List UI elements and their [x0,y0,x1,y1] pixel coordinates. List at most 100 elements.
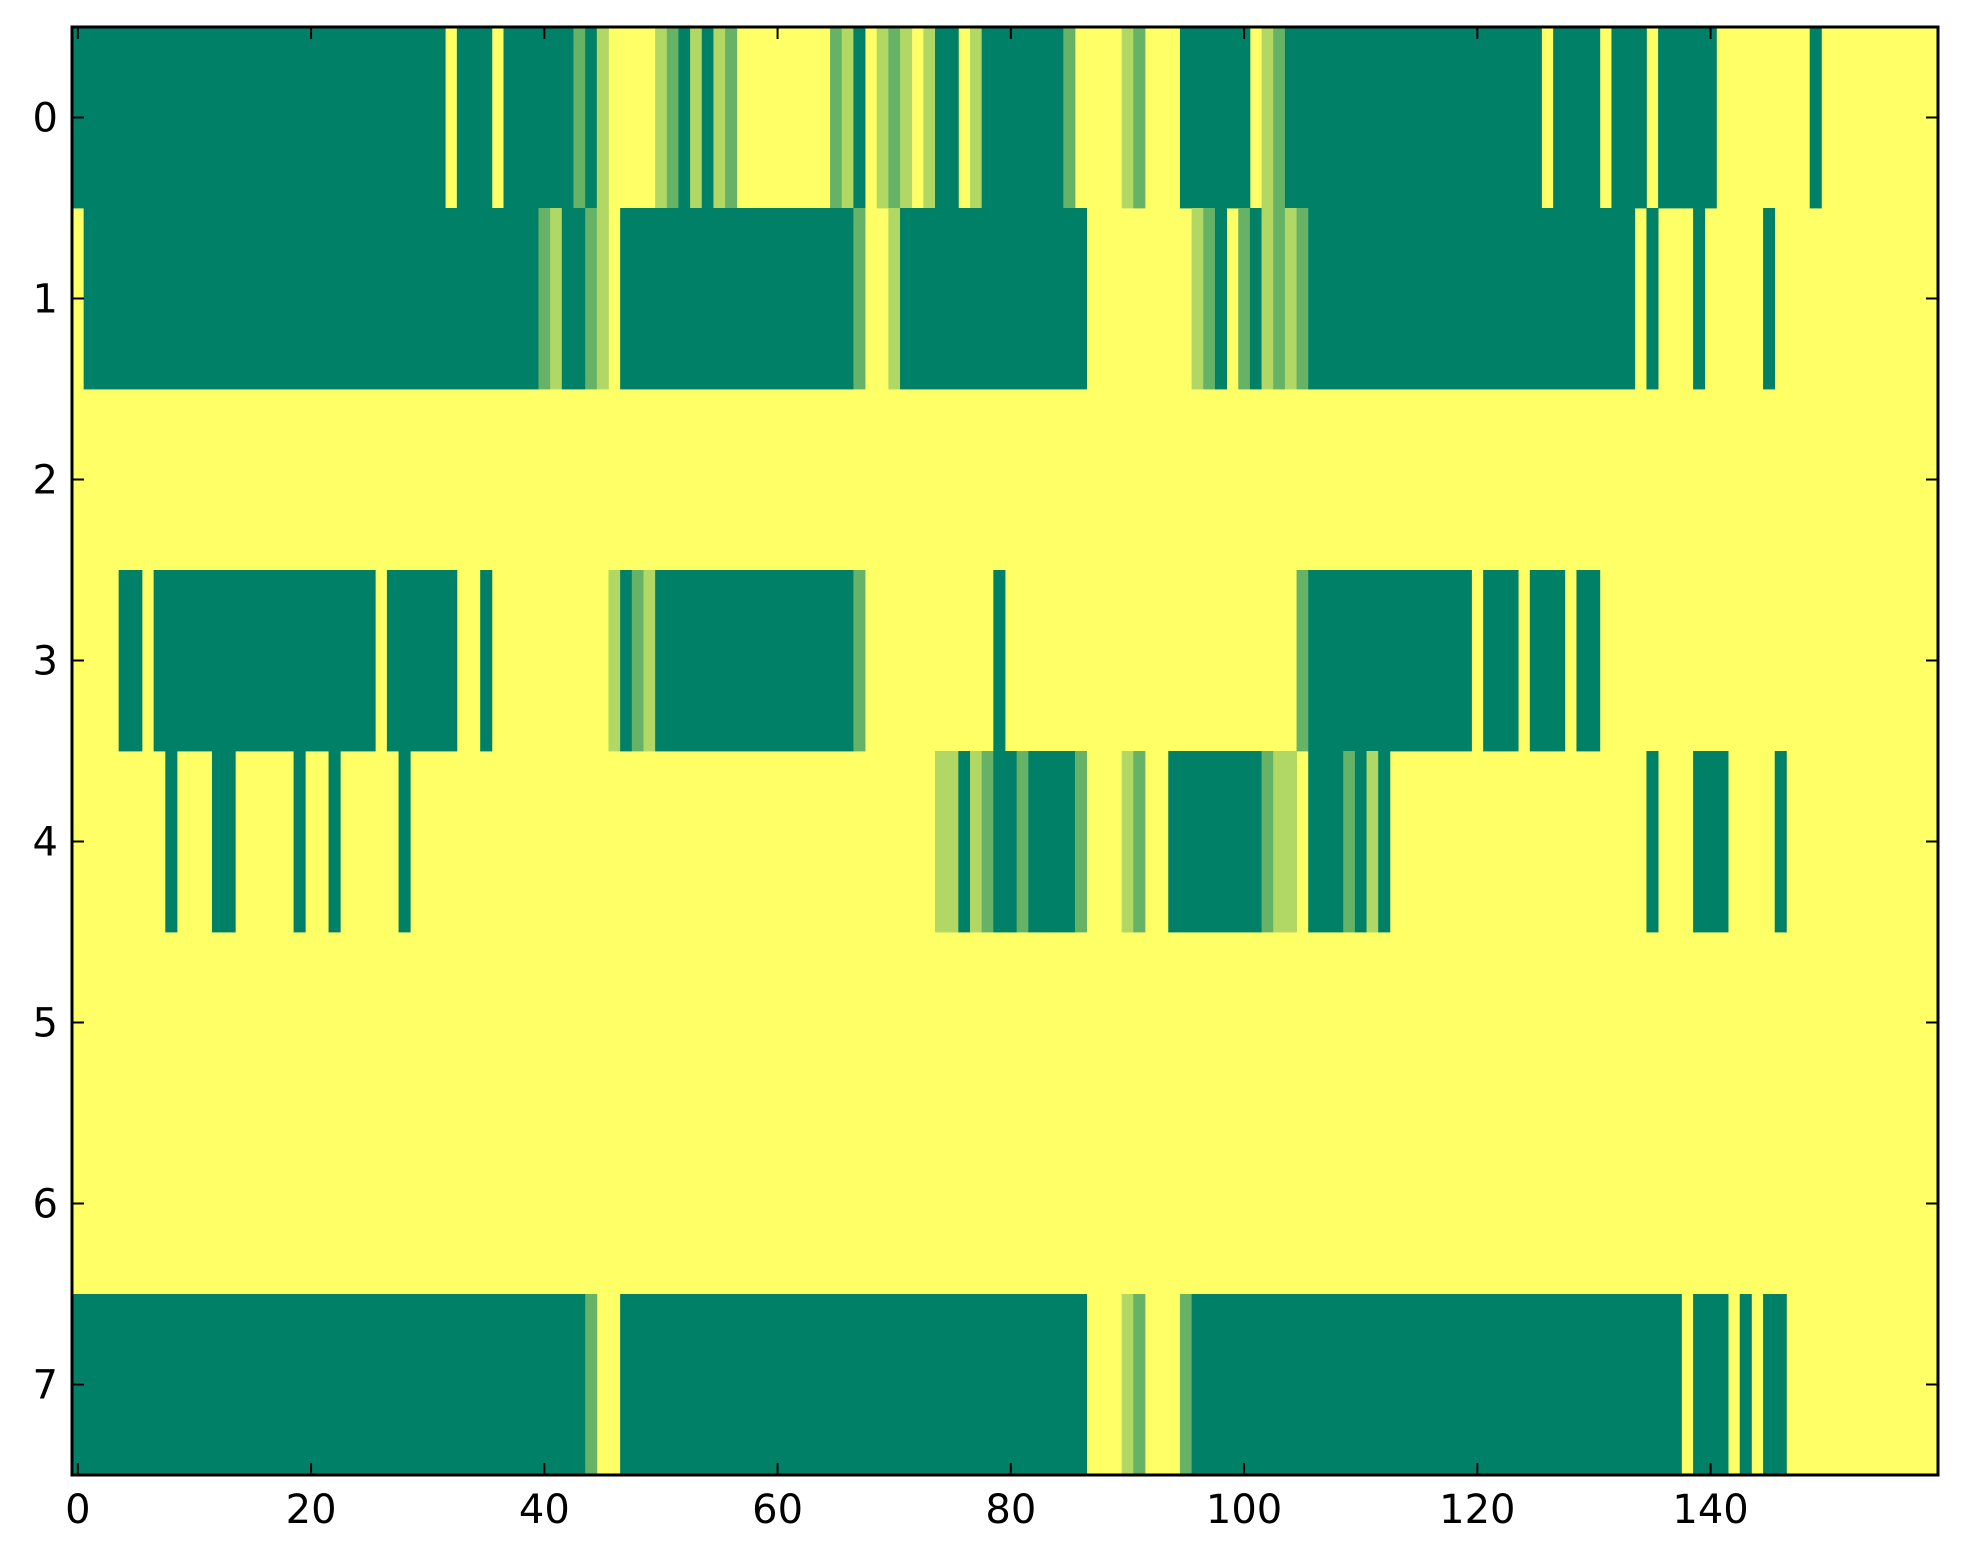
heatmap-cell-run [1214,208,1227,390]
y-tick-label: 7 [33,1363,58,1409]
heatmap-cell-run [1693,1294,1729,1476]
heatmap-cell-run [608,570,621,752]
heatmap-cell-run [830,27,843,209]
x-tick-label: 20 [286,1487,337,1533]
heatmap-cell-run [1028,751,1041,933]
heatmap-cell-run [398,751,411,933]
heatmap-cell-run [725,27,738,209]
y-tick-label: 2 [33,458,58,504]
heatmap-cell-run [1646,208,1659,390]
heatmap-cell-run [1553,27,1601,209]
heatmap-cell-run [1308,751,1344,933]
heatmap-cell-run [1261,208,1274,390]
heatmap-cell-run [1354,751,1367,933]
heatmap-cell-run [503,27,574,209]
heatmap-cell-run [1296,208,1309,390]
heatmap-cell-run [900,27,913,209]
heatmap-cell-run [900,208,1088,390]
heatmap-cell-run [876,27,889,209]
heatmap-cell-run [958,751,971,933]
heatmap-cell-run [923,27,936,209]
heatmap-cell-run [1179,751,1262,933]
heatmap-cell-run [1366,751,1379,933]
heatmap-cell-run [1763,208,1776,390]
heatmap-cell-run [1121,1294,1134,1476]
y-tick-label: 5 [33,1001,58,1047]
heatmap-cell-run [550,208,563,390]
heatmap-cell-run [643,570,656,752]
heatmap-cell-run [293,751,306,933]
heatmap-cell-run [1063,27,1076,209]
heatmap-cell-run [1249,208,1262,390]
heatmap-cell-run [1133,1294,1146,1476]
x-tick-label: 100 [1206,1487,1282,1533]
heatmap-cell-run [328,751,341,933]
heatmap-cell-run [1133,751,1146,933]
heatmap-cell-run [118,570,143,752]
y-tick-label: 6 [33,1182,58,1228]
heatmap-cell-run [666,27,679,209]
heatmap-cell-run [1238,208,1251,390]
heatmap-cell-run [585,208,598,390]
heatmap-cell-run [1611,27,1647,209]
heatmap-cell-run [1576,570,1601,752]
heatmap-cell-run [1074,751,1088,933]
heatmap-cell-run [1016,751,1029,933]
x-tick-label: 0 [65,1487,90,1533]
heatmap-cell-run [935,27,959,209]
heatmap-cell-run [620,208,854,390]
heatmap-cell-run [713,27,726,209]
heatmap-cell-run [386,570,458,752]
heatmap-cell-run [888,208,901,390]
heatmap-cell-run [1133,27,1146,209]
heatmap-cell-run [993,751,1018,933]
heatmap-cell-run [981,27,1064,209]
y-tick-label: 3 [33,639,58,685]
heatmap-cell-run [1529,570,1566,752]
heatmap-cell-run [1308,208,1636,390]
heatmap-cell-run [970,751,983,933]
heatmap-cell-run [690,27,703,209]
heatmap-cell-run [1284,27,1542,209]
heatmap-cell-run [1284,208,1297,390]
heatmap-cell-run [1261,751,1274,933]
heatmap-cell-run [573,27,586,209]
heatmap-cell-run [1378,751,1391,933]
x-tick-label: 120 [1439,1487,1515,1533]
heatmap-cell-run [1261,27,1274,209]
heatmap-cell-run [480,570,493,752]
heatmap-cell-run [456,27,493,209]
heatmap-cell-run [211,751,236,933]
heatmap-cell-run [853,570,866,752]
heatmap-cell-run [701,27,714,209]
heatmap-cell-run [888,27,901,209]
heatmap-cell-run [165,751,178,933]
heatmap-cell-run [1646,751,1659,933]
heatmap-cell-run [1273,751,1297,933]
heatmap-cell-run [970,27,983,209]
heatmap-cell-run [1693,208,1706,390]
heatmap-cell-run [1168,751,1181,933]
heatmap-cells [72,27,1938,1476]
heatmap-cell-run [1191,1294,1682,1476]
heatmap-cell-run [1273,208,1286,390]
heatmap-cell-run [853,27,866,209]
x-tick-label: 80 [985,1487,1036,1533]
heatmap-cell-run [72,1294,586,1476]
heatmap-cell-run [1179,1294,1192,1476]
heatmap-cell-run [1296,570,1309,752]
heatmap-cell-run [585,27,598,209]
heatmap-cell-run [1121,751,1134,933]
heatmap-cell-run [1739,1294,1752,1476]
heatmap-cell-run [620,1294,1088,1476]
heatmap-cell-run [83,208,539,390]
heatmap-cell-run [1483,570,1519,752]
heatmap-cell-run [1121,27,1134,209]
heatmap-cell-run [1763,1294,1787,1476]
y-tick-label: 0 [33,96,58,142]
heatmap-cell-run [655,27,668,209]
heatmap-cell-run [596,208,609,390]
heatmap-cell-run [620,570,633,752]
y-axis: 0 1 2 3 4 5 6 7 [33,96,1938,1409]
